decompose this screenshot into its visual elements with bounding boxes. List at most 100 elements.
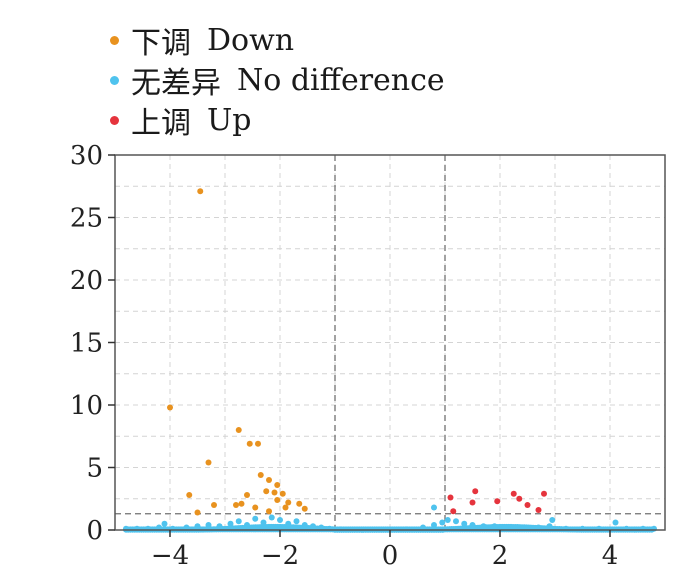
x-tick-label: 4 (602, 541, 619, 571)
legend-marker-down-icon (110, 35, 119, 45)
point-down (274, 482, 281, 488)
point-no-difference (252, 515, 259, 522)
x-tick-label: 0 (382, 541, 399, 571)
y-tick-label: 5 (86, 454, 103, 484)
point-down (235, 427, 242, 433)
point-no-difference (326, 525, 333, 532)
point-down (244, 492, 250, 498)
point-no-difference (156, 524, 162, 531)
legend-item-up: 上调 Up (110, 100, 445, 141)
point-down (194, 509, 201, 516)
point-no-difference (205, 522, 212, 528)
point-no-difference (318, 524, 325, 531)
point-up (447, 494, 454, 501)
point-no-difference (579, 525, 586, 532)
point-down (167, 404, 173, 411)
point-no-difference (651, 525, 657, 532)
point-down (205, 459, 212, 466)
point-no-difference (268, 514, 275, 521)
point-no-difference (301, 522, 308, 528)
x-tick-label: −2 (261, 541, 299, 571)
point-down (246, 440, 253, 447)
x-tick-label: 2 (492, 541, 509, 571)
point-no-difference (563, 525, 569, 532)
legend-label-cn: 无差异 (131, 66, 221, 101)
legend-item-down: 下调 Down (110, 20, 445, 61)
point-up (472, 488, 479, 495)
legend-marker-no-difference-icon (110, 75, 119, 85)
y-tick-label: 10 (70, 391, 103, 421)
point-no-difference (469, 522, 476, 528)
point-down (233, 502, 239, 508)
point-no-difference (546, 523, 553, 530)
point-no-difference (535, 524, 542, 531)
grid (114, 154, 666, 531)
point-no-difference (524, 525, 531, 532)
point-down (296, 500, 303, 507)
x-tick-label: −4 (151, 541, 189, 571)
point-no-difference (431, 522, 437, 528)
point-no-difference (431, 504, 437, 511)
point-up (516, 495, 523, 502)
point-no-difference (277, 517, 283, 523)
point-no-difference (123, 525, 129, 532)
point-down (301, 505, 308, 512)
point-no-difference (293, 518, 300, 525)
point-no-difference (623, 525, 630, 532)
point-down (186, 492, 193, 498)
point-no-difference (134, 525, 140, 532)
point-no-difference (612, 519, 619, 526)
point-no-difference (461, 520, 468, 527)
y-tick-label: 30 (70, 141, 103, 171)
threshold-lines (115, 155, 665, 530)
point-down (271, 489, 278, 496)
axes: −4 −2 0 2 4 0 5 10 15 20 25 30 (70, 141, 618, 571)
point-down (252, 504, 259, 511)
point-no-difference (235, 518, 242, 525)
point-down (255, 440, 261, 447)
point-no-difference (480, 523, 487, 530)
point-down (257, 472, 264, 478)
point-no-difference (310, 523, 316, 530)
point-up (524, 502, 531, 508)
point-up (450, 508, 457, 515)
point-down (266, 508, 272, 515)
point-no-difference (549, 517, 556, 523)
point-no-difference (260, 519, 267, 526)
point-no-difference (420, 524, 426, 531)
legend: 下调 Down 无差异 No difference 上调 Up (110, 20, 445, 141)
point-no-difference (161, 520, 168, 527)
point-down (211, 502, 217, 508)
legend-label-en: Up (207, 102, 252, 138)
point-down (266, 477, 272, 483)
point-down (238, 500, 245, 507)
point-no-difference (285, 520, 292, 527)
y-tick-label: 25 (70, 204, 103, 234)
point-no-difference (453, 518, 459, 525)
y-tick-label: 0 (86, 516, 103, 546)
legend-item-no-difference: 无差异 No difference (110, 60, 445, 101)
legend-marker-up-icon (110, 115, 119, 125)
legend-label-en: No difference (237, 62, 445, 98)
point-no-difference (640, 525, 646, 532)
y-tick-label: 20 (70, 266, 103, 296)
point-down (274, 497, 281, 503)
legend-label-cn: 下调 (131, 26, 191, 61)
point-up (510, 490, 517, 497)
legend-label-cn: 上调 (131, 106, 191, 141)
point-up (469, 499, 476, 506)
point-no-difference (183, 524, 190, 531)
legend-label-en: Down (207, 22, 295, 58)
point-down (197, 188, 204, 195)
point-no-difference (439, 519, 446, 526)
point-no-difference (502, 524, 509, 531)
point-up (535, 507, 542, 513)
point-no-difference (194, 523, 201, 530)
point-up (494, 498, 501, 505)
point-up (541, 490, 547, 497)
point-no-difference (444, 517, 451, 523)
point-no-difference (513, 524, 520, 531)
y-tick-label: 15 (70, 329, 103, 359)
point-down (263, 488, 270, 495)
